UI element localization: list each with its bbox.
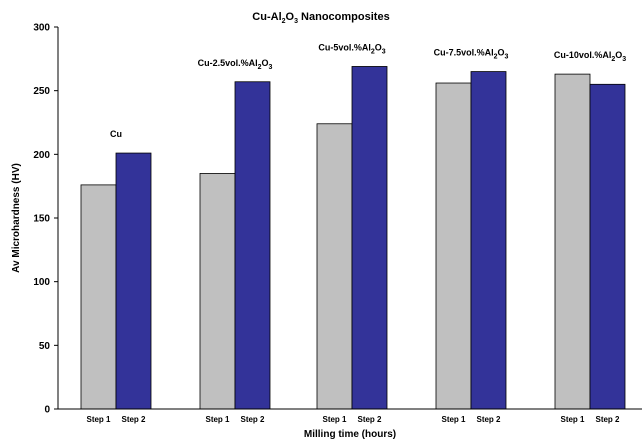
x-axis-label: Milling time (hours)	[304, 429, 396, 440]
group-label-sub: 2	[258, 64, 262, 71]
y-tick-label: 150	[33, 214, 50, 225]
x-tick-label: Step 2	[240, 415, 265, 424]
x-tick-label: Step 1	[86, 415, 111, 424]
x-tick-label: Step 2	[121, 415, 146, 424]
bar	[351, 66, 388, 410]
bar	[589, 83, 626, 410]
bar	[435, 82, 472, 410]
group-label-sub: 2	[494, 54, 498, 61]
bar	[554, 73, 591, 410]
y-tick-label: 300	[33, 23, 50, 34]
y-tick-label: 50	[39, 341, 51, 352]
group-label: Cu-10vol.%Al2O3	[554, 50, 626, 63]
group-label-part: Cu-2.5vol.%Al	[198, 58, 258, 68]
group-label: Cu	[110, 129, 122, 139]
chart-title-sub: 2	[282, 18, 286, 25]
group-label-sub: 2	[611, 56, 615, 63]
y-axis-label: Av Microhardness (HV)	[11, 163, 22, 273]
x-tick-label: Step 2	[357, 415, 382, 424]
group-label-part: Cu-5vol.%Al	[318, 42, 371, 52]
bar	[470, 71, 507, 410]
group-label: Cu-7.5vol.%Al2O3	[434, 48, 509, 61]
x-tick-label: Step 2	[595, 415, 620, 424]
group-label-part: Cu-7.5vol.%Al	[434, 48, 494, 58]
x-tick-label: Step 1	[441, 415, 466, 424]
bar	[80, 184, 117, 410]
bar	[234, 81, 271, 410]
chart-title-sub: 3	[294, 18, 298, 25]
chart-title-part: O	[286, 11, 295, 23]
y-tick-label: 0	[44, 405, 50, 416]
y-tick-label: 250	[33, 86, 50, 97]
x-tick-label: Step 1	[322, 415, 347, 424]
bar	[199, 173, 236, 410]
chart-title-part: Nanocomposites	[298, 11, 390, 23]
group-label-sub: 3	[622, 56, 626, 63]
bar	[115, 152, 152, 410]
group-label-part: O	[615, 50, 622, 60]
x-tick-label: Step 1	[205, 415, 230, 424]
chart-title: Cu-Al2O3 Nanocomposites	[252, 11, 389, 25]
x-tick-label: Step 2	[476, 415, 501, 424]
y-tick-label: 200	[33, 150, 50, 161]
group-label: Cu-5vol.%Al2O3	[318, 42, 385, 55]
group-label: Cu-2.5vol.%Al2O3	[198, 58, 273, 71]
group-label-sub: 3	[382, 48, 386, 55]
group-label-part: Cu	[110, 129, 122, 139]
group-label-part: O	[498, 48, 505, 58]
group-label-sub: 2	[371, 48, 375, 55]
group-label-part: Cu-10vol.%Al	[554, 50, 612, 60]
chart-title-part: Cu-Al	[252, 11, 281, 23]
group-label-part: O	[262, 58, 269, 68]
group-label-sub: 3	[505, 54, 509, 61]
x-tick-label: Step 1	[560, 415, 585, 424]
group-label-part: O	[375, 42, 382, 52]
y-tick-label: 100	[33, 277, 50, 288]
bar	[316, 123, 353, 410]
group-label-sub: 3	[269, 64, 273, 71]
